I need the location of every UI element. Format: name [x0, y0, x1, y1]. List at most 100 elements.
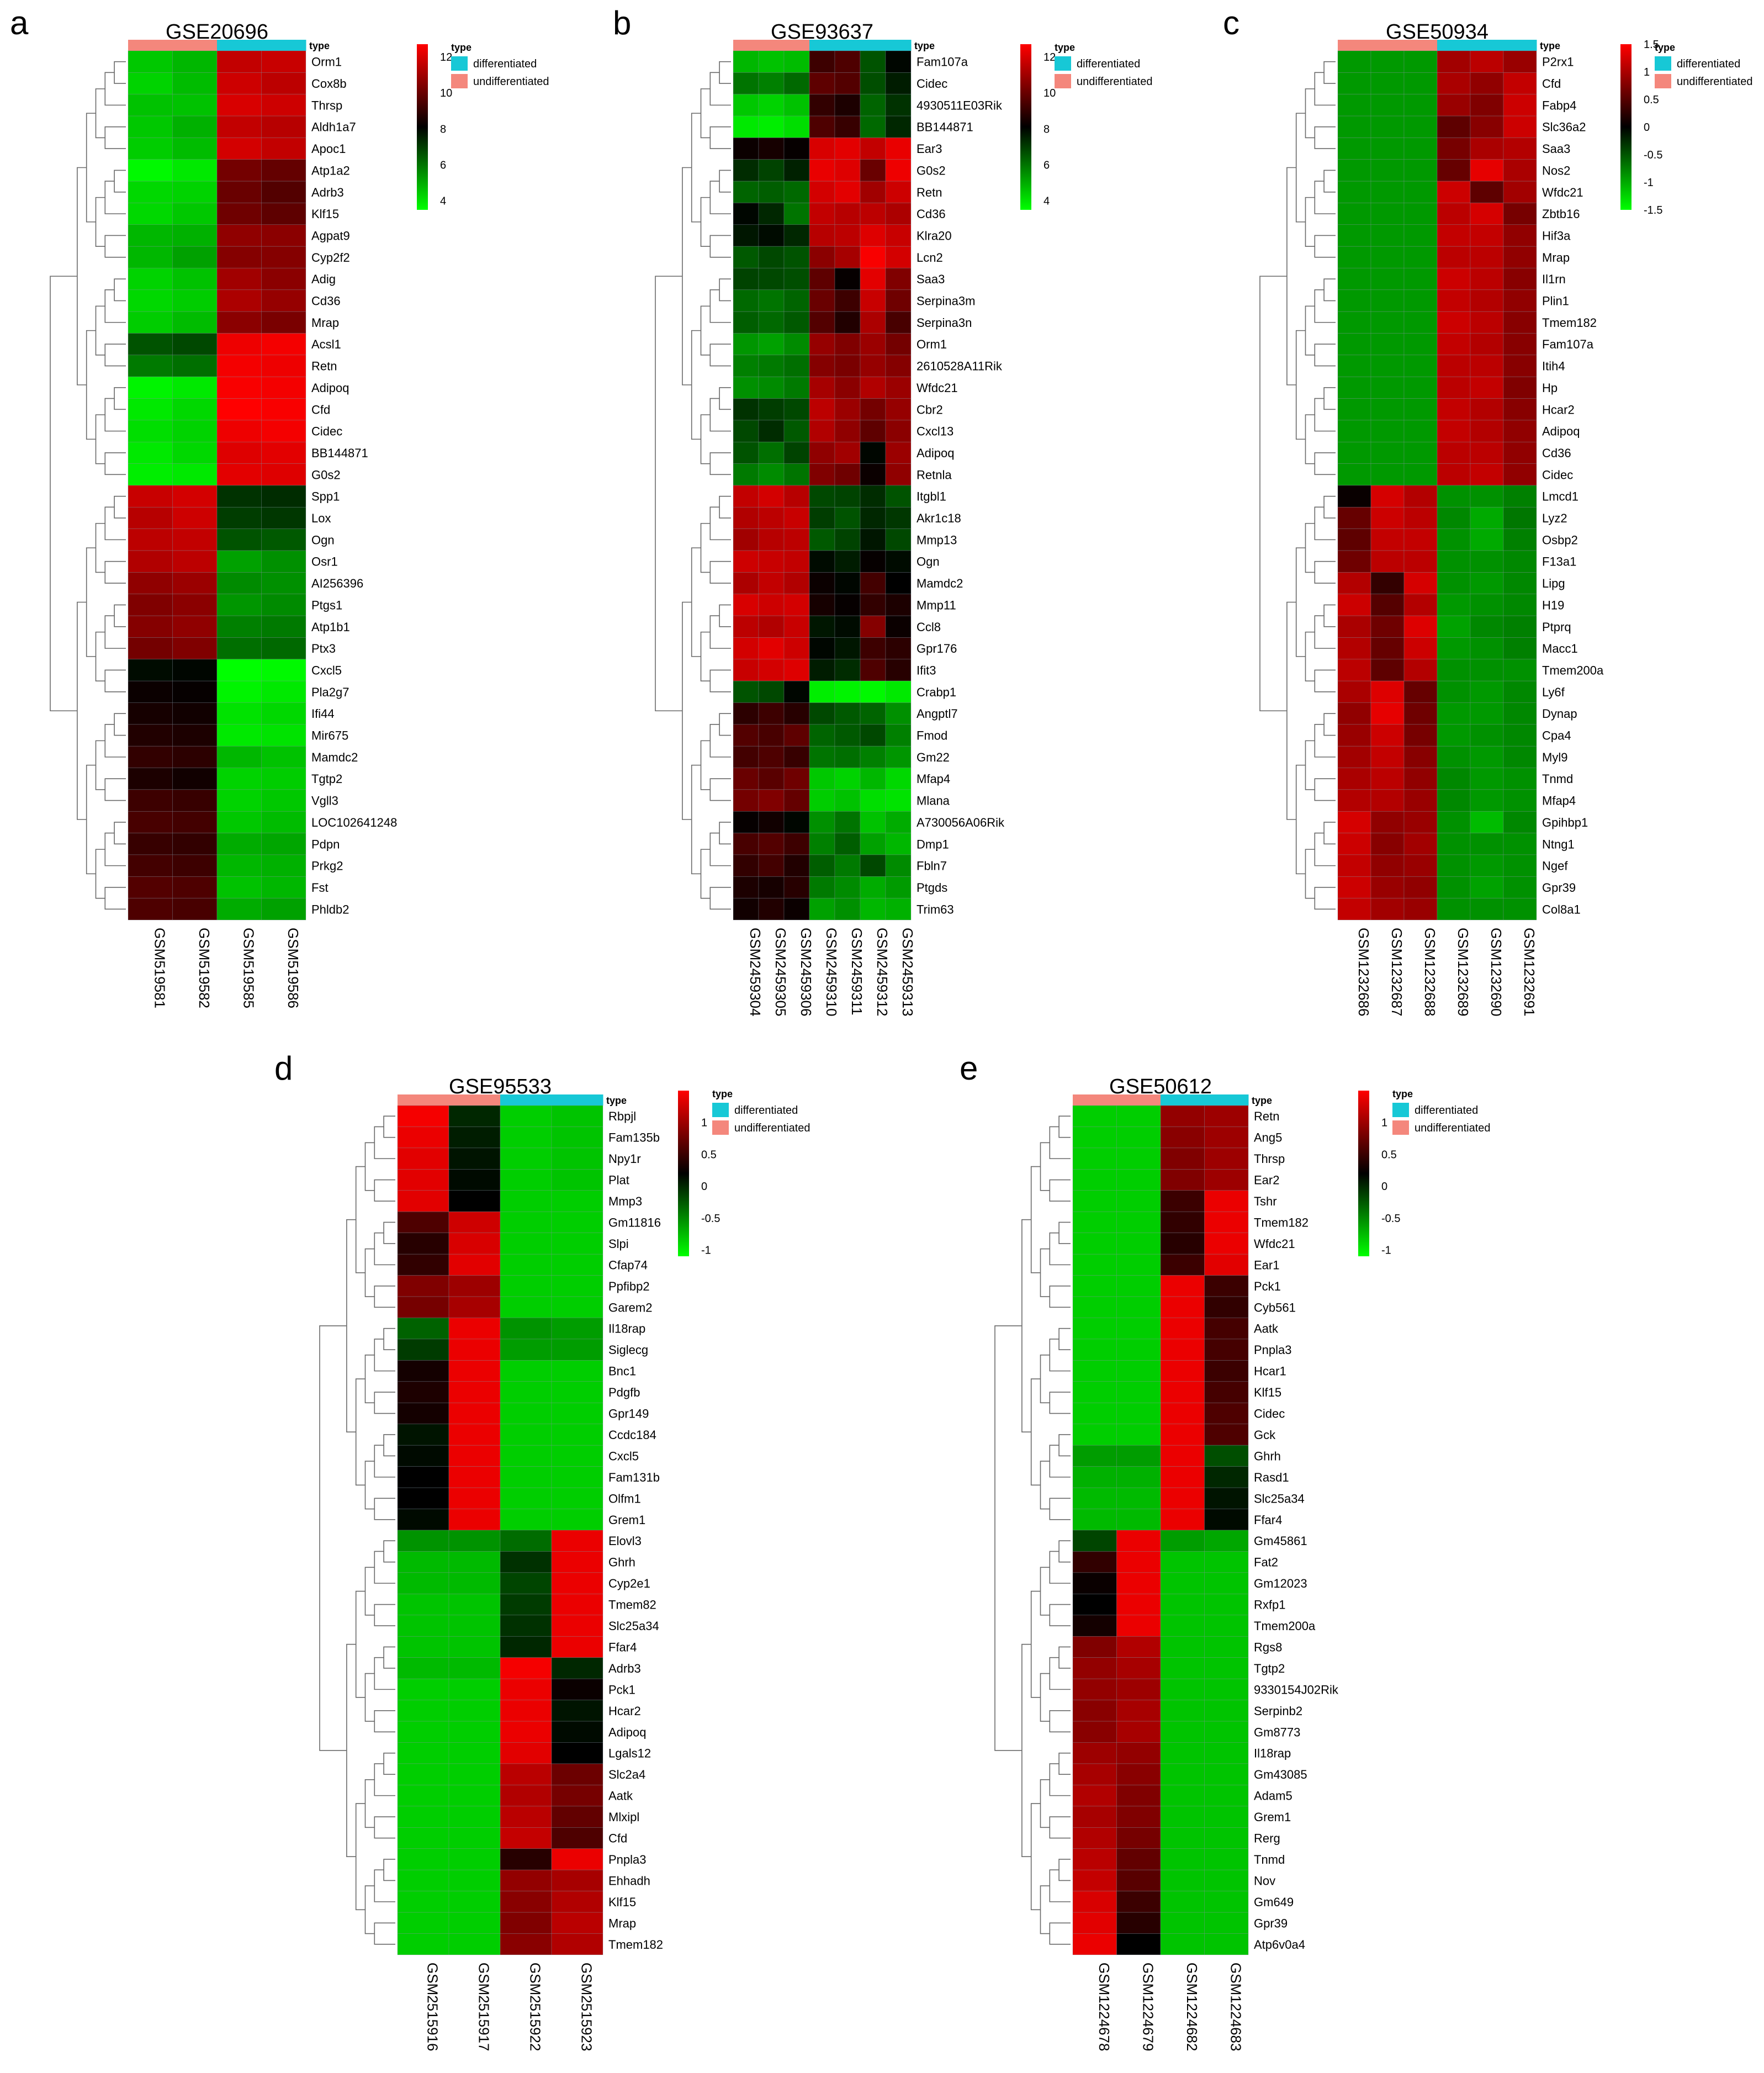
gene-label: Rasd1	[1254, 1471, 1289, 1484]
gene-label: Fam135b	[608, 1131, 660, 1145]
heatmap-cell	[885, 72, 912, 95]
heatmap-cell	[448, 1615, 501, 1637]
heatmap-cell	[1437, 811, 1471, 833]
heatmap-cell	[1370, 637, 1405, 660]
dendrogram-branch	[1058, 1752, 1071, 1775]
heatmap-cell	[1437, 550, 1471, 573]
heatmap-cell	[1116, 1912, 1161, 1934]
sample-label: GSM2459313	[899, 928, 916, 1016]
heatmap-cell	[783, 702, 810, 725]
color-scale-tick: 4	[440, 195, 446, 208]
gene-label: Retn	[1254, 1109, 1279, 1123]
heatmap-cell	[500, 1127, 552, 1149]
heatmap-cell	[551, 1891, 603, 1913]
heatmap-cell	[1437, 898, 1471, 921]
heatmap-cell	[1470, 115, 1504, 138]
heatmap-cell	[1116, 1381, 1161, 1403]
heatmap-cell	[733, 680, 759, 703]
heatmap-cell	[128, 745, 173, 768]
heatmap-cell	[216, 485, 262, 507]
heatmap-cell	[1337, 789, 1371, 812]
heatmap-cell	[448, 1530, 501, 1552]
gene-label: Orm1	[311, 55, 342, 69]
gene-label: Ear1	[1254, 1258, 1279, 1272]
heatmap-cell	[261, 745, 306, 768]
heatmap-cell	[448, 1636, 501, 1658]
heatmap-cell	[1116, 1275, 1161, 1297]
heatmap-cell	[500, 1869, 552, 1891]
heatmap-cell	[783, 507, 810, 529]
gene-label: Cyp2e1	[608, 1577, 650, 1590]
type-row-label: type	[914, 40, 935, 51]
heatmap-cell	[261, 203, 306, 225]
heatmap-cell	[1437, 94, 1471, 117]
heatmap-cell	[733, 811, 759, 833]
heatmap-cell	[1160, 1254, 1205, 1276]
type-annotation-cell	[1404, 40, 1438, 51]
heatmap-cell	[1160, 1190, 1205, 1212]
heatmap-cell	[1072, 1806, 1117, 1828]
heatmap-cell	[128, 528, 173, 551]
type-annotation-cell	[261, 40, 306, 51]
heatmap-cell	[128, 72, 173, 95]
heatmap-cell	[1072, 1869, 1117, 1891]
heatmap-cell	[261, 246, 306, 268]
gene-label: Klf15	[311, 207, 339, 221]
heatmap-cell	[758, 528, 785, 551]
gene-label: Ntng1	[1542, 837, 1575, 851]
heatmap-cell	[128, 876, 173, 898]
heatmap-cell	[809, 485, 835, 507]
legend-label-differentiated: differentiated	[1415, 1104, 1478, 1117]
dendrogram-branch	[682, 167, 692, 385]
sample-label: GSM1224683	[1227, 1963, 1244, 2051]
heatmap-cell	[500, 1147, 552, 1170]
heatmap-cell	[500, 1509, 552, 1531]
heatmap-cell	[733, 745, 759, 768]
heatmap-cell	[885, 507, 912, 529]
dendrogram-branch	[1058, 1115, 1071, 1138]
heatmap-cell	[500, 1105, 552, 1127]
heatmap-cell	[1470, 463, 1504, 486]
heatmap-cell	[1116, 1466, 1161, 1488]
sample-label: GSM1224679	[1140, 1963, 1156, 2051]
heatmap-cell	[216, 811, 262, 833]
heatmap-cell	[783, 138, 810, 160]
heatmap-cell	[733, 246, 759, 268]
heatmap-cell	[885, 528, 912, 551]
heatmap-cell	[885, 637, 912, 660]
heatmap-cell	[1072, 1147, 1117, 1170]
heatmap-cell	[885, 811, 912, 833]
heatmap-cell	[1160, 1147, 1205, 1170]
heatmap-cell	[834, 115, 861, 138]
heatmap-cell	[1470, 528, 1504, 551]
heatmap-cell	[551, 1530, 603, 1552]
heatmap-cell	[1470, 659, 1504, 681]
heatmap-cell	[1116, 1572, 1161, 1594]
heatmap-cell	[860, 420, 886, 442]
gene-label: Col8a1	[1542, 902, 1581, 916]
color-scale-tick: -1	[1381, 1244, 1391, 1256]
gene-label: Elovl3	[608, 1534, 642, 1548]
dendrogram-branch	[1314, 289, 1336, 323]
gene-label: Spp1	[311, 490, 340, 504]
heatmap-cell	[261, 311, 306, 334]
dendrogram-branch	[709, 72, 731, 106]
heatmap-cell	[1370, 463, 1405, 486]
dendrogram-branch	[1305, 197, 1315, 247]
heatmap-cell	[1437, 355, 1471, 377]
heatmap-cell	[1160, 1424, 1205, 1446]
sample-label: GSM1224682	[1184, 1963, 1200, 2051]
heatmap-cell	[860, 789, 886, 812]
gene-label: Adipoq	[608, 1725, 647, 1739]
heatmap-cell	[758, 181, 785, 203]
heatmap-cell	[397, 1615, 449, 1637]
dendrogram-branch	[374, 1604, 395, 1626]
gene-label: Ear3	[917, 142, 942, 156]
color-scale-tick: -1.5	[1644, 204, 1662, 216]
heatmap-cell	[783, 441, 810, 464]
dendrogram-branch	[1286, 601, 1296, 820]
heatmap-cell	[885, 485, 912, 507]
heatmap-cell	[448, 1466, 501, 1488]
gene-label: Cbr2	[917, 403, 943, 416]
heatmap-cell	[809, 811, 835, 833]
